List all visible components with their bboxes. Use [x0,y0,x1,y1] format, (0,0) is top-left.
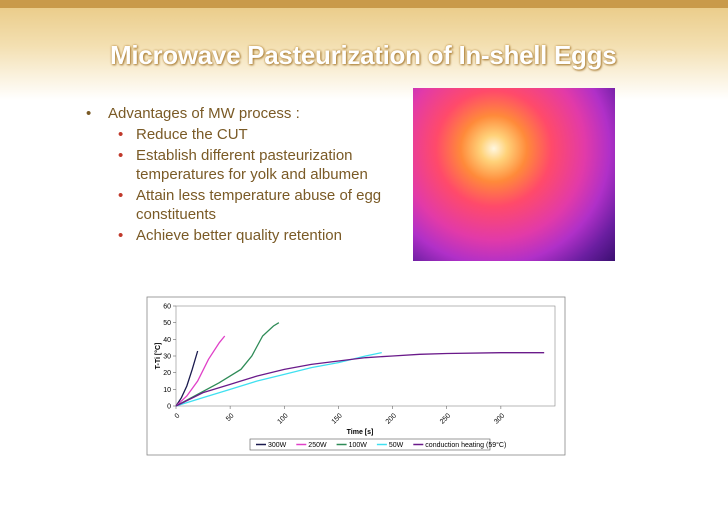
legend-label: conduction heating (59°C) [425,441,506,449]
bullet-list: Advantages of MW process : Reduce the CU… [86,104,386,245]
legend-box [249,438,491,451]
legend-label: 50W [389,442,404,449]
legend-label: 100W [349,442,368,449]
thermal-image [413,88,615,261]
y-tick-label: 50 [163,320,171,327]
y-tick-label: 0 [167,404,171,411]
slide-title: Microwave Pasteurization of In-shell Egg… [110,40,617,70]
line [175,322,280,407]
y-tick-label: 10 [163,387,171,394]
y-tick-label: 60 [163,304,171,311]
line [175,352,545,407]
x-tick-label: 50 [225,412,236,423]
sub-bullet: Attain less temperature abuse of egg con… [86,186,386,224]
x-tick-label: 0 [174,412,182,420]
sub-bullet: Reduce the CUT [86,125,386,144]
y-tick-label: 30 [163,354,171,361]
header-background [0,0,728,100]
x-axis-label: Time [s] [347,429,374,436]
legend-label: 300W [268,442,287,449]
legend-label: 250W [308,442,327,449]
line [175,335,226,407]
y-tick-label: 20 [163,370,171,377]
sub-bullet: Achieve better quality retention [86,226,386,245]
header-band [0,0,728,8]
y-axis-label: T-Ti [°C] [154,343,162,370]
y-tick-label: 40 [163,337,171,344]
line [175,350,199,407]
bullet: Advantages of MW process : [86,104,386,123]
sub-bullet: Establish different pasteurization tempe… [86,146,386,184]
